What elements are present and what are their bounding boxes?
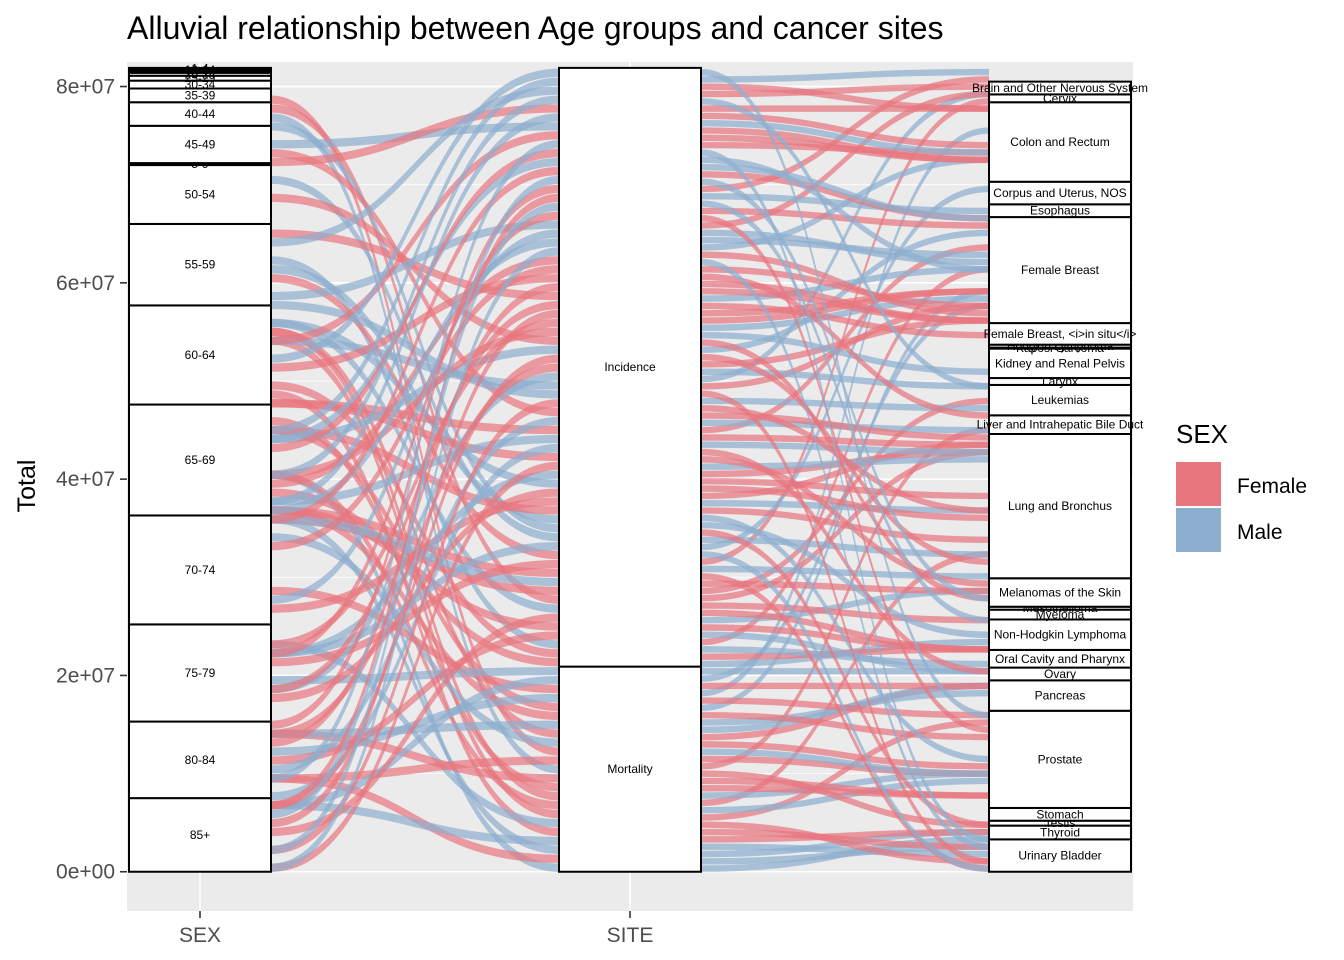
stratum-label: Thyroid xyxy=(1040,825,1080,839)
stratum-label: Colon and Rectum xyxy=(1010,135,1109,149)
stratum-label: 45-49 xyxy=(185,137,216,151)
stratum-label: 55-59 xyxy=(185,258,216,272)
y-tick-label: 6e+07 xyxy=(56,272,115,295)
stratum-brain-and-other-nervous-system xyxy=(988,80,1132,96)
stratum-60-64 xyxy=(128,304,272,406)
x-tick-label: SITE xyxy=(607,924,654,947)
y-axis-label: Total xyxy=(13,460,41,513)
legend-key-female xyxy=(1176,462,1221,506)
y-tick-label: 0e+00 xyxy=(56,861,115,884)
stratum-label: Stomach xyxy=(1036,807,1083,821)
stratum-70-74 xyxy=(128,514,272,626)
stratum-label: Incidence xyxy=(604,360,656,374)
flow-band xyxy=(700,682,990,690)
chart-title: Alluvial relationship between Age groups… xyxy=(127,10,944,46)
stratum-label: 40-44 xyxy=(185,107,216,121)
stratum-85 xyxy=(128,797,272,873)
stratum-label: 70-74 xyxy=(185,563,216,577)
alluvial-flows xyxy=(270,68,990,872)
stratum-label: Oral Cavity and Pharynx xyxy=(995,652,1125,666)
stratum-label: Kidney and Renal Pelvis xyxy=(995,356,1125,370)
x-tick-label: SEX xyxy=(179,924,221,947)
stratum-label: Female Breast, <i>in situ</i> xyxy=(984,327,1137,341)
stratum-label: Non-Hodgkin Lymphoma xyxy=(994,628,1127,642)
stratum-65-69 xyxy=(128,403,272,517)
stratum-label: Liver and Intrahepatic Bile Duct xyxy=(977,418,1144,432)
stratum-label: 80-84 xyxy=(185,753,216,767)
stratum-lung-and-bronchus xyxy=(988,432,1132,580)
stratum-label: Urinary Bladder xyxy=(1018,849,1101,863)
flow-band xyxy=(700,68,990,83)
stratum-label: 50-54 xyxy=(185,188,216,202)
stratum-80-84 xyxy=(128,720,272,800)
strata: 85+80-8475-7970-7465-6960-6455-5950-545-… xyxy=(128,62,1148,873)
stratum-kidney-and-renal-pelvis xyxy=(988,347,1132,380)
stratum-melanomas-of-the-skin xyxy=(988,577,1132,608)
stratum-label: Brain and Other Nervous System xyxy=(972,81,1148,95)
stratum-label: Melanomas of the Skin xyxy=(999,586,1121,600)
stratum-label: Ovary xyxy=(1044,667,1076,681)
stratum-non-hodgkin-lymphoma xyxy=(988,618,1132,651)
stratum-label: 85+ xyxy=(190,828,210,842)
stratum-label: Mortality xyxy=(607,762,652,776)
stratum-leukemias xyxy=(988,383,1132,417)
stratum-50-54 xyxy=(128,164,272,225)
stratum-label: Corpus and Uterus, NOS xyxy=(993,186,1126,200)
stratum-75-79 xyxy=(128,623,272,723)
stratum-label: Myeloma xyxy=(1036,608,1085,622)
stratum-label: 65-69 xyxy=(185,453,216,467)
stratum-label: Leukemias xyxy=(1031,393,1089,407)
stratum-label: 60-64 xyxy=(185,348,216,362)
y-axis: 0e+00 2e+07 4e+07 6e+07 8e+07 xyxy=(56,76,127,884)
stratum-female-breast xyxy=(988,216,1132,325)
stratum-label: 35-39 xyxy=(185,88,216,102)
stratum-label: Esophagus xyxy=(1030,204,1090,218)
stratum-1-4 xyxy=(128,66,272,71)
y-tick-label: 8e+07 xyxy=(56,76,115,99)
legend-title: SEX xyxy=(1176,419,1228,449)
stratum-label: Prostate xyxy=(1038,752,1083,766)
stratum-label: Female Breast xyxy=(1021,263,1100,277)
legend: SEX Female Male xyxy=(1176,419,1307,552)
stratum-incidence xyxy=(558,66,702,668)
legend-key-male xyxy=(1176,508,1221,552)
y-tick-label: 2e+07 xyxy=(56,664,115,687)
stratum-label: 75-79 xyxy=(185,666,216,680)
stratum-label: Pancreas xyxy=(1035,689,1086,703)
legend-label-female: Female xyxy=(1237,475,1307,498)
y-tick-label: 4e+07 xyxy=(56,468,115,491)
legend-label-male: Male xyxy=(1237,521,1283,544)
x-axis: SEX SITE xyxy=(179,911,653,947)
stratum-label: 1-4 xyxy=(191,62,209,76)
stratum-mortality xyxy=(558,665,702,873)
stratum-label: Lung and Bronchus xyxy=(1008,499,1112,513)
stratum-prostate xyxy=(988,709,1132,809)
stratum-pancreas xyxy=(988,679,1132,712)
stratum-colon-and-rectum xyxy=(988,101,1132,183)
stratum-45-49 xyxy=(128,124,272,165)
stratum-urinary-bladder xyxy=(988,838,1132,873)
